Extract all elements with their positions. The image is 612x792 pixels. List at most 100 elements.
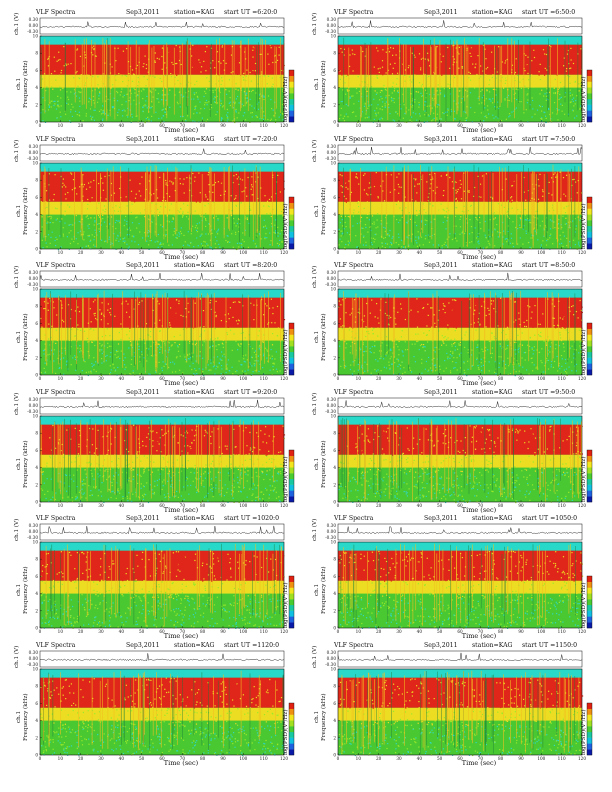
spectrogram-speck (156, 57, 158, 59)
spectrogram-speck (385, 89, 387, 91)
spectrogram-speck (267, 67, 269, 69)
spectrogram-speck (49, 199, 51, 201)
spectrogram-speck (269, 232, 271, 234)
spectrogram-speck (102, 118, 104, 120)
spectrogram-speck (398, 185, 400, 188)
spectrogram-speck (267, 95, 270, 97)
spectrogram-speck (383, 199, 386, 201)
spectrogram-speck (143, 303, 145, 305)
y-axis-title-frequency: Frequency (kHz) (23, 186, 29, 235)
spectrogram-speck (127, 303, 129, 305)
spectrogram-speck (274, 317, 276, 319)
spectrogram-speck (477, 235, 479, 237)
spectrogram-speck (176, 74, 178, 76)
spectrogram-speck (452, 58, 454, 60)
spectrogram-speck (429, 173, 431, 175)
spectrogram-speck (159, 242, 161, 244)
spectrogram-speck (442, 112, 444, 114)
spectrogram-speck (455, 191, 457, 194)
spectrogram-speck (199, 213, 201, 215)
spectrogram-speck (118, 202, 120, 204)
spectrogram-speck (126, 48, 128, 50)
spectrogram-speck (432, 177, 434, 180)
spectrogram-speck (76, 178, 78, 180)
spectrogram-speck (178, 300, 180, 302)
spectrogram-speck (418, 106, 420, 108)
spectrogram-speck (55, 342, 57, 345)
spectrogram-speck (192, 225, 194, 227)
spectrogram-speck (434, 98, 436, 100)
spectrogram-speck (468, 191, 470, 193)
spectrogram-speck (53, 60, 55, 62)
spectrogram-speck (151, 201, 153, 204)
y-tick-label: 10 (33, 160, 39, 165)
spectrogram-speck (221, 342, 223, 345)
spectrogram-speck (494, 227, 496, 230)
colorbar-segment (289, 70, 294, 76)
spectrogram-speck (194, 176, 196, 178)
spectrogram-speck (86, 306, 89, 308)
spectrogram-speck (515, 49, 517, 51)
spectrogram-speck (548, 181, 550, 183)
spectrogram-speck (390, 173, 392, 175)
spectrogram-speck (485, 115, 487, 117)
spectrogram-speck (254, 70, 256, 72)
spectrogram-speck (126, 233, 128, 235)
spectrogram-speck (158, 192, 160, 194)
spectrogram-speck (464, 89, 467, 91)
spectrogram-speck (99, 52, 101, 54)
spectrogram-speck (424, 101, 426, 103)
spectrogram-speck (76, 49, 78, 51)
spectrogram-speck (455, 189, 457, 191)
spectrogram-speck (51, 86, 53, 88)
spectrogram-speck (357, 202, 359, 204)
spectrogram-speck (69, 242, 71, 244)
spectrogram-speck (436, 113, 439, 115)
spectrogram-speck (221, 117, 223, 119)
spectrogram-speck (226, 115, 229, 118)
spectrogram-speck (259, 84, 261, 86)
spectrogram-speck (101, 239, 103, 241)
spectrogram-speck (440, 86, 443, 88)
spectrogram-speck (458, 67, 460, 69)
spectrogram-speck (60, 245, 62, 248)
spectrogram-speck (146, 78, 148, 81)
spectrogram-speck (427, 234, 430, 236)
spectrogram-speck (175, 85, 177, 87)
spectrogram-speck (191, 369, 193, 371)
spectrogram-speck (205, 225, 207, 227)
spectrogram-speck (466, 244, 468, 246)
spectrogram-speck (161, 68, 163, 70)
spectrogram-speck (228, 335, 230, 337)
spectrogram-speck (262, 340, 264, 343)
spectrogram-speck (496, 199, 499, 201)
spectrogram-speck (111, 327, 113, 329)
spectrogram-speck (579, 200, 581, 202)
spectrogram-speck (119, 195, 121, 197)
spectrogram-speck (201, 304, 203, 306)
spectrogram-speck (174, 189, 176, 191)
spectrogram-speck (109, 372, 112, 374)
spectrogram-speck (180, 226, 182, 229)
spectrogram-speck (228, 102, 230, 104)
spectrogram-speck (484, 212, 486, 215)
spectrogram-speck (196, 373, 198, 375)
spectrogram-speck (503, 58, 505, 60)
spectrogram-speck (202, 320, 205, 322)
spectrogram-speck (174, 83, 176, 85)
spectrogram-speck (364, 55, 366, 57)
spectrogram-speck (261, 96, 263, 98)
spectrogram-speck (237, 95, 239, 98)
spectrogram-speck (54, 103, 56, 105)
spectrogram-speck (500, 213, 502, 215)
spectrogram-speck (524, 208, 526, 210)
waveform-tick-label: 0.30 (29, 144, 39, 149)
spectrogram-speck (349, 78, 351, 80)
spectrogram-speck (399, 219, 401, 221)
spectrogram-speck (377, 176, 379, 178)
spectrogram-speck (241, 243, 243, 245)
spectrogram-speck (535, 79, 537, 81)
spectrogram-speck (276, 199, 279, 201)
spectrogram-speck (148, 243, 150, 245)
spectrogram-speck (388, 106, 390, 109)
